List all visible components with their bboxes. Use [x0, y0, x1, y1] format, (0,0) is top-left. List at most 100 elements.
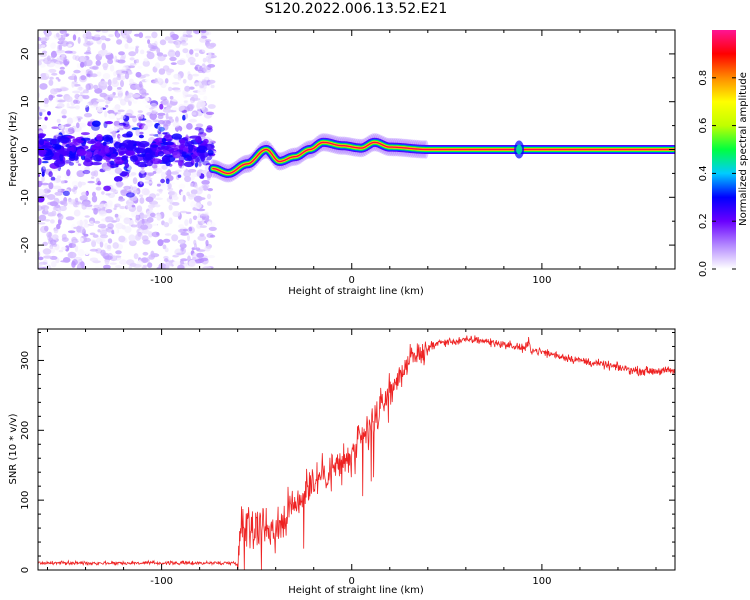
noise-blob — [59, 66, 65, 70]
noise-blob — [41, 73, 50, 80]
noise-blob — [77, 36, 81, 44]
noise-blob — [51, 126, 59, 129]
noise-blob — [67, 199, 76, 205]
noise-blob — [117, 111, 121, 115]
noise-blob — [59, 200, 67, 205]
noise-blob — [200, 30, 207, 34]
noise-blob — [44, 219, 51, 222]
noise-blob — [113, 227, 118, 235]
noise-blob — [91, 240, 97, 248]
noise-blob — [208, 226, 217, 231]
noise-blob — [119, 205, 126, 210]
noise-blob — [83, 237, 92, 243]
y-tick-label: 0 — [20, 146, 31, 152]
noise-blob — [202, 160, 210, 166]
noise-blob — [76, 148, 87, 156]
noise-blob — [56, 103, 65, 108]
noise-blob — [130, 155, 138, 163]
noise-blob — [47, 194, 56, 200]
noise-blob — [187, 73, 193, 81]
noise-blob — [47, 111, 51, 116]
noise-blob — [56, 94, 63, 97]
noise-blob — [100, 229, 107, 236]
y-tick-label: 100 — [20, 491, 31, 510]
noise-blob — [189, 49, 194, 55]
noise-blob — [180, 258, 188, 262]
noise-blob — [190, 189, 198, 195]
noise-blob — [126, 140, 138, 145]
noise-blob — [205, 55, 210, 63]
noise-blob — [89, 66, 98, 70]
noise-blob — [125, 145, 137, 152]
noise-blob — [96, 134, 103, 141]
noise-blob — [72, 240, 77, 244]
noise-blob — [153, 165, 158, 172]
noise-blob — [171, 202, 180, 206]
noise-blob — [113, 207, 117, 211]
noise-blob — [58, 70, 66, 75]
x-tick-label: -100 — [150, 275, 173, 286]
noise-blob — [207, 201, 212, 206]
noise-blob — [43, 255, 52, 259]
noise-blob — [39, 111, 43, 117]
noise-blob — [205, 39, 212, 43]
noise-blob — [186, 252, 191, 256]
noise-blob — [159, 39, 167, 46]
noise-blob — [203, 138, 209, 145]
noise-blob — [85, 31, 92, 38]
noise-blob — [41, 166, 46, 174]
colorbar-tick-label: 0.0 — [698, 261, 709, 277]
noise-blob — [107, 244, 111, 250]
noise-blob — [69, 251, 73, 259]
noise-blob — [123, 185, 131, 190]
noise-blob — [66, 55, 70, 62]
noise-blob — [120, 80, 124, 88]
noise-blob — [122, 120, 130, 128]
noise-blob — [84, 250, 90, 255]
noise-blob — [170, 62, 177, 65]
noise-blob — [45, 70, 51, 77]
noise-blob — [57, 136, 70, 144]
snr-frame — [37, 328, 676, 571]
noise-blob — [101, 218, 110, 222]
noise-blob — [65, 96, 73, 103]
noise-blob — [165, 106, 172, 114]
noise-blob — [118, 197, 125, 202]
noise-blob — [201, 47, 210, 53]
noise-blob — [164, 233, 172, 236]
noise-blob — [126, 150, 136, 156]
noise-blob — [55, 49, 62, 56]
noise-blob — [89, 248, 99, 252]
noise-blob — [82, 92, 89, 96]
noise-blob — [133, 264, 142, 268]
noise-blob — [188, 218, 193, 225]
noise-blob — [187, 169, 197, 173]
noise-blob — [73, 99, 78, 104]
noise-blob — [145, 104, 152, 109]
noise-blob — [181, 42, 189, 46]
noise-blob — [82, 30, 86, 33]
noise-blob — [108, 94, 115, 98]
noise-blob — [41, 41, 47, 44]
noise-blob — [67, 251, 77, 259]
noise-blob — [195, 136, 202, 143]
x-tick-label: 100 — [532, 275, 551, 286]
noise-blob — [165, 265, 170, 269]
noise-blob — [76, 87, 85, 91]
noise-blob — [168, 217, 173, 225]
noise-blob — [38, 109, 46, 113]
noise-blob — [105, 38, 111, 42]
noise-blob — [172, 121, 180, 128]
noise-blob — [106, 54, 114, 61]
noise-blob — [148, 43, 152, 49]
noise-blob — [56, 213, 62, 217]
noise-blob — [181, 151, 187, 155]
noise-blob — [57, 213, 64, 220]
noise-blob — [194, 203, 202, 209]
noise-blob — [66, 117, 74, 125]
noise-blob — [62, 190, 70, 196]
noise-blob — [38, 130, 44, 134]
noise-blob — [44, 206, 49, 212]
noise-blob — [43, 57, 52, 65]
noise-blob — [48, 171, 53, 178]
